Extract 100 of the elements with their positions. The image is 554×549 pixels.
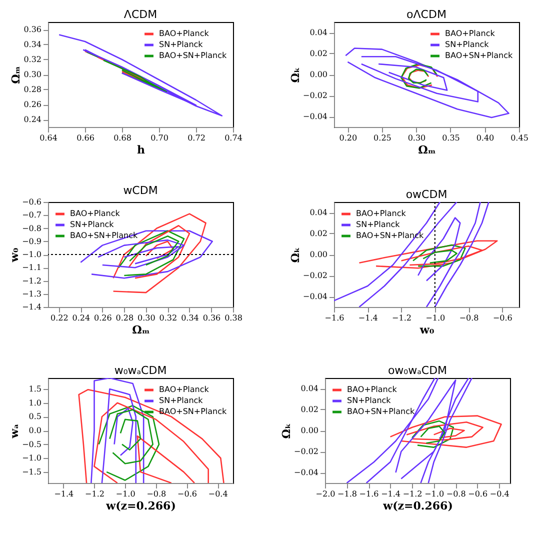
x-tick-label: 0.74 (224, 134, 242, 142)
chart-title: ΛCDM (124, 8, 158, 21)
y-tick-label: −1.5 (22, 467, 42, 476)
x-tick-label: 0.68 (114, 134, 132, 142)
legend-label: BAO+Planck (445, 29, 496, 38)
y-tick-label: −1.1 (22, 263, 42, 272)
x-tick-label: −1.2 (85, 490, 104, 498)
chart-title: wCDM (123, 184, 158, 197)
y-tick-label: −0.7 (22, 210, 42, 220)
legend-label: BAO+Planck (356, 209, 406, 218)
legend-label: BAO+SN+Planck (159, 407, 228, 416)
y-tick-label: 1.5 (28, 384, 42, 394)
y-tick-label: 0.30 (24, 70, 42, 79)
y-tick-label: 0.00 (310, 70, 328, 79)
y-tick-label: −1.0 (22, 454, 42, 463)
y-tick-label: 0.02 (300, 405, 318, 414)
x-tick-label: −1.6 (359, 490, 379, 498)
x-tick-label: −1.0 (424, 490, 444, 498)
x-axis-title: Ωₘ (132, 324, 150, 336)
x-tick-label: 0.35 (442, 134, 460, 142)
x-tick-label: −1.2 (402, 490, 422, 498)
x-tick-label: 0.28 (116, 314, 134, 322)
legend-label: BAO+SN+Planck (445, 51, 514, 60)
x-tick-label: 0.26 (94, 314, 112, 322)
legend-label: SN+Planck (70, 220, 114, 229)
legend-label: SN+Planck (445, 40, 490, 49)
x-tick-label: −0.8 (459, 314, 479, 322)
y-tick-label: 0.28 (24, 85, 42, 94)
x-tick-label: −1.4 (358, 314, 378, 322)
legend-label: BAO+Planck (159, 385, 210, 394)
y-tick-label: −0.5 (22, 440, 42, 449)
x-tick-label: −0.4 (490, 490, 510, 498)
x-tick-label: −0.4 (208, 490, 228, 498)
x-tick-label: 0.30 (138, 314, 156, 322)
x-tick-label: 0.70 (150, 134, 168, 142)
x-tick-label: 0.20 (339, 134, 358, 142)
x-tick-label: −0.6 (178, 490, 197, 498)
x-axis-title: w₀ (418, 324, 434, 336)
y-axis-title: Ωₖ (288, 66, 302, 83)
x-tick-label: −1.0 (426, 314, 446, 322)
x-tick-label: 0.66 (76, 134, 94, 142)
y-tick-label: −1.2 (22, 276, 42, 286)
y-tick-label: −0.6 (22, 198, 42, 206)
legend-label: BAO+SN+Planck (347, 407, 416, 416)
legend-label: BAO+Planck (70, 209, 120, 218)
legend-label: SN+Planck (159, 396, 204, 405)
y-tick-label: 0.32 (24, 55, 42, 64)
x-tick-label: −1.2 (392, 314, 412, 322)
y-axis-title: Ωₘ (10, 66, 23, 84)
y-tick-label: 0.0 (28, 426, 42, 435)
x-tick-label: 0.25 (374, 134, 392, 142)
x-tick-label: −1.6 (324, 314, 344, 322)
y-tick-label: −1.4 (22, 302, 42, 312)
x-tick-label: 0.36 (202, 314, 221, 322)
y-tick-label: −1.0 (22, 250, 42, 259)
x-tick-label: −1.4 (381, 490, 401, 498)
legend-label: BAO+Planck (159, 29, 210, 38)
y-tick-label: 0.04 (310, 28, 328, 37)
y-tick-label: 0.26 (24, 100, 42, 109)
chart-title: oΛCDM (406, 8, 446, 21)
x-axis-title: h (137, 144, 145, 156)
x-tick-label: −0.6 (468, 490, 488, 498)
x-axis-title: w(z=0.266) (382, 500, 453, 512)
x-tick-label: 0.64 (40, 134, 58, 142)
x-tick-label: −1.8 (338, 490, 357, 498)
y-tick-label: 0.00 (310, 250, 328, 259)
y-axis-title: wₐ (8, 424, 22, 440)
y-axis-title: Ωₖ (280, 422, 293, 439)
x-tick-label: 0.45 (510, 134, 528, 142)
legend-label: BAO+Planck (347, 385, 398, 394)
y-tick-label: 0.00 (300, 426, 318, 435)
x-axis-title: w(z=0.266) (105, 500, 176, 512)
y-axis-title: w₀ (8, 248, 22, 264)
y-tick-label: 0.02 (310, 229, 328, 238)
y-tick-label: 0.04 (310, 208, 328, 217)
x-tick-label: −0.6 (492, 314, 512, 322)
y-axis-title: Ωₖ (288, 246, 302, 263)
x-tick-label: −1.4 (54, 490, 74, 498)
x-axis-title: Ωₘ (418, 144, 436, 156)
x-tick-label: −1.0 (116, 490, 136, 498)
y-tick-label: −1.3 (22, 289, 42, 298)
x-tick-label: 0.72 (188, 134, 206, 142)
x-tick-label: −2.0 (316, 490, 336, 498)
y-tick-label: 0.04 (300, 384, 318, 393)
x-tick-label: 0.24 (72, 314, 90, 322)
legend-label: SN+Planck (347, 396, 392, 405)
y-tick-label: 1.0 (28, 398, 42, 408)
y-tick-label: 0.34 (24, 40, 42, 49)
x-tick-label: 0.32 (159, 314, 178, 322)
y-tick-label: 0.5 (28, 412, 42, 422)
x-tick-label: 0.30 (408, 134, 426, 142)
y-tick-label: −0.04 (294, 468, 318, 477)
y-tick-label: 0.36 (24, 25, 42, 34)
chart-title: w₀wₐCDM (114, 364, 167, 377)
legend-label: SN+Planck (356, 220, 400, 229)
y-tick-label: −0.02 (302, 271, 328, 280)
x-tick-label: 0.40 (476, 134, 494, 142)
legend-label: SN+Planck (159, 40, 204, 49)
chart-title: owCDM (406, 188, 448, 201)
legend-label: BAO+SN+Planck (159, 51, 228, 60)
